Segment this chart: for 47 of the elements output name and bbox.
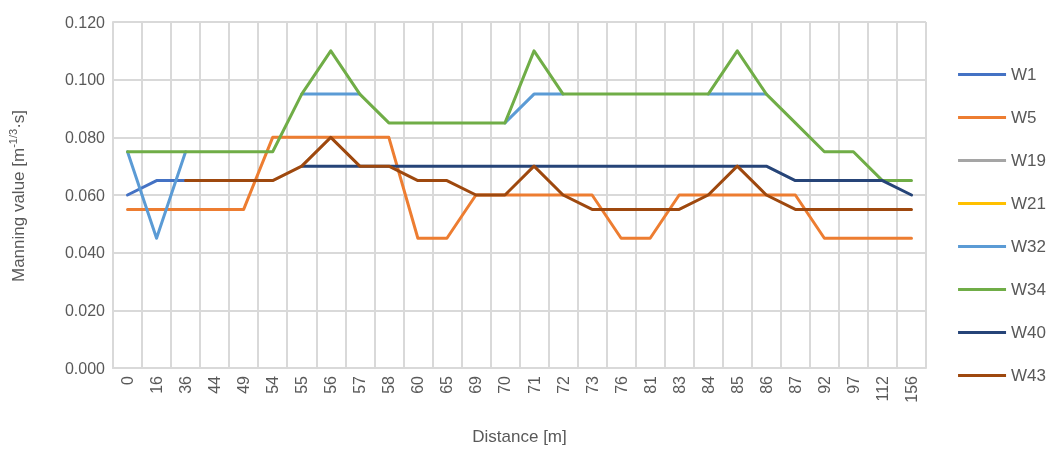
legend-label: W21	[1011, 194, 1047, 213]
legend-label: W19	[1011, 151, 1047, 170]
x-axis-title: Distance [m]	[472, 427, 567, 446]
x-tick-label: 73	[583, 375, 601, 394]
x-tick-label: 36	[177, 375, 195, 394]
x-tick-label: 112	[873, 375, 891, 402]
x-tick-label: 156	[902, 375, 920, 403]
y-tick-label: 0.020	[64, 301, 106, 319]
legend-label: W1	[1011, 65, 1037, 84]
x-tick-label: 56	[322, 375, 340, 394]
x-tick-label: 0	[119, 375, 137, 385]
legend-label: W40	[1011, 323, 1047, 342]
x-tick-label: 44	[206, 375, 224, 394]
line-series	[126, 49, 913, 183]
line-series	[184, 135, 913, 211]
y-tick-label: 0.100	[64, 71, 106, 89]
x-tick-label: 16	[148, 375, 166, 394]
x-tick-label: 57	[351, 375, 369, 394]
x-tick-label: 81	[641, 375, 659, 394]
legend-label: W34	[1011, 280, 1047, 299]
y-tick-label: 0.080	[64, 128, 106, 146]
x-tick-label: 84	[699, 375, 717, 394]
x-tick-label: 58	[380, 375, 398, 394]
x-tick-label: 49	[235, 375, 253, 394]
x-tick-label: 69	[467, 375, 485, 394]
x-tick-label: 72	[554, 375, 572, 394]
x-tick-label: 83	[670, 375, 688, 394]
line-series	[126, 135, 913, 240]
x-tick-label: 85	[728, 375, 746, 394]
x-tick-label: 55	[293, 375, 311, 394]
x-tick-label: 86	[757, 375, 775, 394]
y-tick-label: 0.040	[64, 244, 106, 262]
legend-label: W32	[1011, 237, 1047, 256]
x-tick-label: 87	[786, 375, 804, 394]
x-tick-label: 97	[844, 375, 862, 394]
x-tick-label: 65	[438, 375, 456, 394]
y-tick-label: 0.120	[64, 13, 106, 31]
legend-label: W43	[1011, 366, 1047, 385]
x-tick-label: 70	[496, 375, 514, 394]
x-tick-label: 60	[409, 375, 427, 394]
x-tick-label: 92	[815, 375, 833, 394]
x-tick-label: 54	[264, 375, 282, 394]
y-tick-label: 0.000	[64, 359, 106, 377]
x-tick-label: 71	[525, 375, 543, 394]
y-tick-label: 0.060	[64, 186, 106, 204]
x-tick-label: 76	[612, 375, 630, 394]
legend-label: W5	[1011, 108, 1037, 127]
